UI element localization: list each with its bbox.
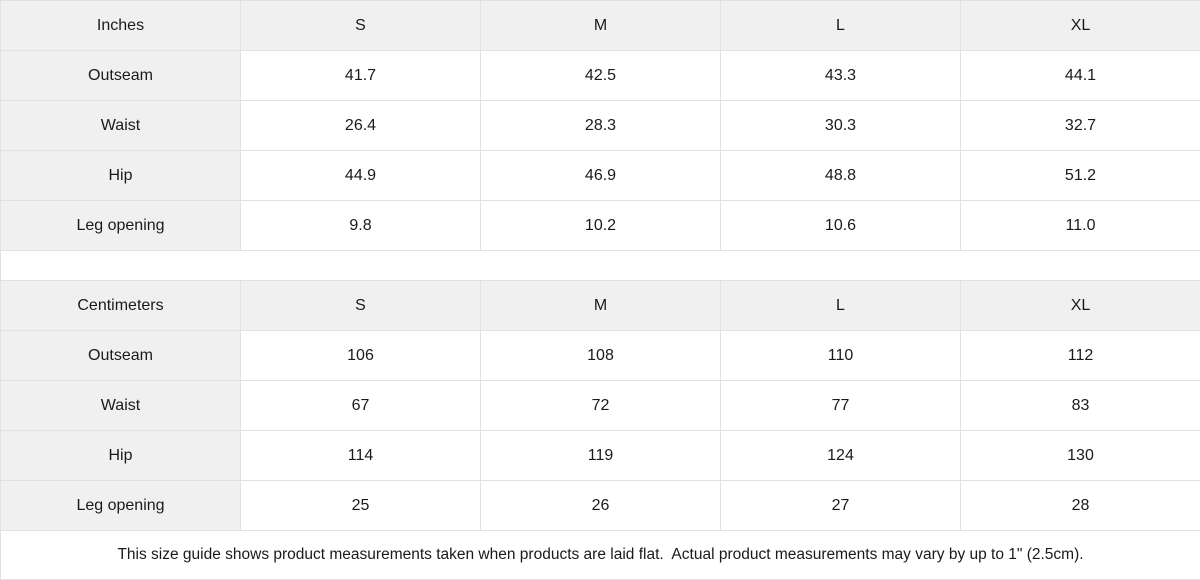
row-label: Waist: [0, 380, 241, 431]
table-row-outseam-in: Outseam 41.7 42.5 43.3 44.1: [0, 50, 1200, 101]
table-row-leg-opening-cm: Leg opening 25 26 27 28: [0, 480, 1200, 531]
row-label: Outseam: [0, 50, 241, 101]
value-cell: 130: [960, 430, 1200, 481]
value-cell: 44.1: [960, 50, 1200, 101]
value-cell: 26: [480, 480, 721, 531]
unit-header-cell: Centimeters: [0, 280, 241, 331]
row-label: Waist: [0, 100, 241, 151]
table-row-hip-in: Hip 44.9 46.9 48.8 51.2: [0, 150, 1200, 201]
value-cell: 27: [720, 480, 961, 531]
value-cell: 9.8: [240, 200, 481, 251]
value-cell: 32.7: [960, 100, 1200, 151]
table-spacer-cell: [0, 250, 1200, 281]
table-row-waist-in: Waist 26.4 28.3 30.3 32.7: [0, 100, 1200, 151]
value-cell: 28: [960, 480, 1200, 531]
size-guide-footnote: This size guide shows product measuremen…: [0, 530, 1200, 580]
value-cell: 108: [480, 330, 721, 381]
value-cell: 119: [480, 430, 721, 481]
table-row-waist-cm: Waist 67 72 77 83: [0, 380, 1200, 431]
size-header-cell-xl: XL: [960, 280, 1200, 331]
value-cell: 72: [480, 380, 721, 431]
row-label: Leg opening: [0, 200, 241, 251]
value-cell: 42.5: [480, 50, 721, 101]
size-header-cell-xl: XL: [960, 0, 1200, 51]
value-cell: 67: [240, 380, 481, 431]
unit-header-cell: Inches: [0, 0, 241, 51]
value-cell: 124: [720, 430, 961, 481]
row-label: Outseam: [0, 330, 241, 381]
value-cell: 114: [240, 430, 481, 481]
value-cell: 30.3: [720, 100, 961, 151]
row-label: Hip: [0, 430, 241, 481]
row-label: Leg opening: [0, 480, 241, 531]
value-cell: 110: [720, 330, 961, 381]
value-cell: 25: [240, 480, 481, 531]
size-header-cell-m: M: [480, 280, 721, 331]
value-cell: 28.3: [480, 100, 721, 151]
value-cell: 112: [960, 330, 1200, 381]
value-cell: 26.4: [240, 100, 481, 151]
size-header-cell-l: L: [720, 280, 961, 331]
value-cell: 43.3: [720, 50, 961, 101]
size-header-cell-s: S: [240, 280, 481, 331]
table-row-leg-opening-in: Leg opening 9.8 10.2 10.6 11.0: [0, 200, 1200, 251]
value-cell: 48.8: [720, 150, 961, 201]
table-spacer: [0, 250, 1200, 281]
table-row-header-centimeters: Centimeters S M L XL: [0, 280, 1200, 331]
table-row-hip-cm: Hip 114 119 124 130: [0, 430, 1200, 481]
size-header-cell-m: M: [480, 0, 721, 51]
table-row-outseam-cm: Outseam 106 108 110 112: [0, 330, 1200, 381]
value-cell: 41.7: [240, 50, 481, 101]
value-cell: 10.2: [480, 200, 721, 251]
value-cell: 51.2: [960, 150, 1200, 201]
table-row-header-inches: Inches S M L XL: [0, 0, 1200, 51]
value-cell: 83: [960, 380, 1200, 431]
value-cell: 10.6: [720, 200, 961, 251]
value-cell: 106: [240, 330, 481, 381]
size-header-cell-l: L: [720, 0, 961, 51]
row-label: Hip: [0, 150, 241, 201]
value-cell: 44.9: [240, 150, 481, 201]
footnote-row: This size guide shows product measuremen…: [0, 530, 1200, 580]
value-cell: 11.0: [960, 200, 1200, 251]
size-header-cell-s: S: [240, 0, 481, 51]
value-cell: 77: [720, 380, 961, 431]
value-cell: 46.9: [480, 150, 721, 201]
